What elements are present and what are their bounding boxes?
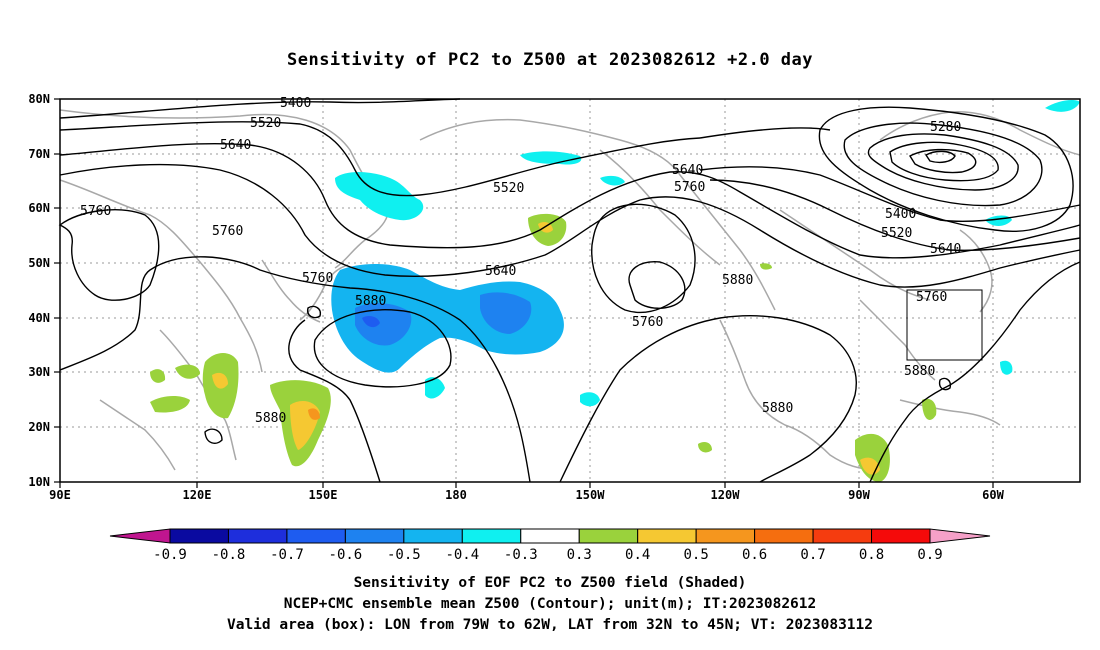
shaded-positive [150, 213, 937, 482]
lon-tick-label: 90E [49, 488, 71, 502]
contour-label: 5640 [930, 242, 961, 257]
colorbar-label: 0.4 [625, 547, 650, 563]
tick-marks [54, 98, 994, 488]
colorbar-swatch [227, 528, 288, 544]
colorbar-swatch [169, 528, 229, 544]
contour-label: 5760 [302, 271, 333, 286]
lat-tick-label: 50N [28, 256, 50, 270]
colorbar-label: -0.4 [445, 547, 479, 563]
lat-tick-label: 40N [28, 311, 50, 325]
lat-tick-label: 80N [28, 92, 50, 106]
colorbar-label: -0.9 [153, 547, 187, 563]
colorbar-label: 0.6 [742, 547, 767, 563]
contour-label: 5880 [722, 273, 753, 288]
contour-label: 5520 [250, 116, 281, 131]
contour-label: 5880 [762, 401, 793, 416]
colorbar-swatch [812, 528, 873, 544]
colorbar-label: -0.6 [329, 547, 363, 563]
contour-label: 5760 [674, 180, 705, 195]
contour-label: 5520 [493, 181, 524, 196]
colorbar-arrow-low [109, 528, 171, 544]
lat-tick-label: 20N [28, 420, 50, 434]
z500-contours [58, 98, 1081, 483]
contour-label: 5640 [672, 163, 703, 178]
lat-tick-label: 10N [28, 475, 50, 489]
colorbar-swatch [871, 528, 931, 544]
colorbar-label: -0.8 [212, 547, 246, 563]
caption-block: Sensitivity of EOF PC2 to Z500 field (Sh… [0, 573, 1100, 636]
contour-label: 5760 [212, 224, 243, 239]
contour-label: 5880 [255, 411, 286, 426]
colorbar-label: 0.7 [800, 547, 825, 563]
colorbar: -0.9 -0.8 -0.7 -0.6 -0.5 -0.4 -0.3 0.3 0.4 0.5 0.6… [109, 528, 991, 563]
colorbar-label: -0.3 [504, 547, 538, 563]
lon-tick-label: 180 [445, 488, 467, 502]
colorbar-swatch [344, 528, 405, 544]
lat-tick-label: 70N [28, 147, 50, 161]
contour-label: 5400 [885, 207, 916, 222]
contour-label: 5880 [355, 294, 386, 309]
lat-labels: 10N 20N 30N 40N 50N 60N 70N 80N [28, 92, 50, 489]
lon-tick-label: 150E [309, 488, 338, 502]
lon-tick-label: 150W [576, 488, 606, 502]
colorbar-swatch [286, 528, 346, 544]
lon-tick-label: 60W [982, 488, 1004, 502]
colorbar-swatch [403, 528, 463, 544]
colorbar-label: 0.5 [684, 547, 709, 563]
lon-tick-label: 120E [183, 488, 212, 502]
colorbar-swatch [461, 528, 522, 544]
colorbar-swatch [578, 528, 639, 544]
contour-label: 5880 [904, 364, 935, 379]
coastlines [59, 109, 1081, 471]
contour-label: 5640 [485, 264, 516, 279]
plot-frame [59, 98, 1081, 483]
lon-tick-label: 90W [848, 488, 870, 502]
colorbar-swatch [520, 528, 580, 544]
contour-label: 5760 [916, 290, 947, 305]
colorbar-label: -0.5 [387, 547, 421, 563]
colorbar-arrow-high [929, 528, 991, 544]
chart-title: Sensitivity of PC2 to Z500 at 2023082612… [286, 50, 813, 70]
contour-label: 5280 [930, 120, 961, 135]
shaded-negative [331, 100, 1080, 407]
colorbar-label: 0.8 [859, 547, 884, 563]
valid-area-box [906, 289, 983, 361]
contour-label: 5760 [632, 315, 663, 330]
caption-line-2: NCEP+CMC ensemble mean Z500 (Contour); u… [283, 596, 817, 612]
lat-tick-label: 30N [28, 365, 50, 379]
contour-label: 5640 [220, 138, 251, 153]
lon-tick-label: 120W [711, 488, 741, 502]
lon-labels: 90E 120E 150E 180 150W 120W 90W 60W [49, 488, 1004, 502]
lat-tick-label: 60N [28, 201, 50, 215]
colorbar-label: 0.3 [567, 547, 592, 563]
contour-label: 5760 [80, 204, 111, 219]
colorbar-label: 0.9 [917, 547, 942, 563]
caption-line-1: Sensitivity of EOF PC2 to Z500 field (Sh… [353, 575, 747, 591]
contour-label: 5520 [881, 226, 912, 241]
colorbar-swatch [695, 528, 756, 544]
colorbar-swatch [637, 528, 697, 544]
colorbar-swatch [754, 528, 814, 544]
colorbar-label: -0.7 [270, 547, 304, 563]
caption-line-3: Valid area (box): LON from 79W to 62W, L… [226, 617, 873, 633]
contour-labels: 5400 5520 5640 5760 5760 5760 5880 5880 … [80, 96, 961, 426]
